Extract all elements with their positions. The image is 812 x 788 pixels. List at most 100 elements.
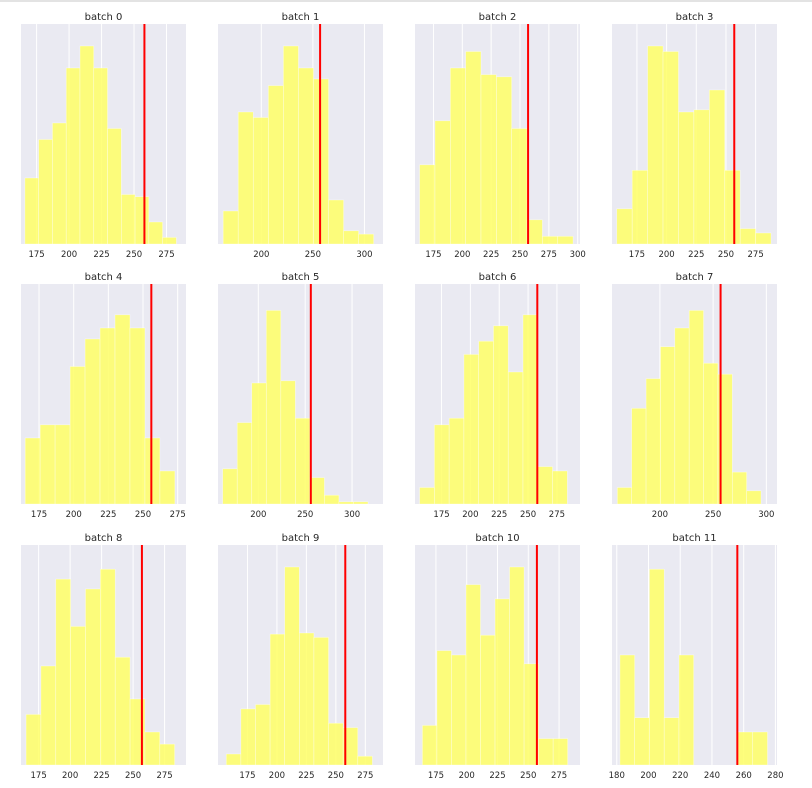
x-tick-label: 300 — [344, 510, 360, 520]
histogram-bar — [523, 663, 539, 766]
histogram-bar — [552, 738, 568, 766]
histogram-bar — [731, 471, 747, 505]
histogram-bar — [478, 340, 494, 505]
histogram-panel: batch 7 200 250 300 — [612, 272, 777, 520]
histogram-bar — [465, 51, 482, 245]
histogram-bar — [538, 738, 554, 766]
histogram-bar — [100, 568, 116, 766]
histogram-bar — [93, 67, 108, 245]
x-tick-label: 275 — [357, 771, 373, 781]
histogram-bar — [357, 755, 373, 766]
histogram-panel: batch 2 175 200 225 250 275 300 — [415, 12, 586, 260]
panel-title: batch 1 — [282, 12, 320, 23]
histogram-bar — [436, 650, 452, 766]
histogram-bar — [507, 371, 524, 505]
x-tick-label: 275 — [551, 771, 567, 781]
histogram-bar — [225, 753, 242, 766]
panel-title: batch 5 — [282, 272, 320, 283]
histogram-bar — [85, 588, 101, 766]
histogram-bar — [755, 232, 772, 245]
histogram-bar — [419, 164, 436, 245]
histogram-bar — [159, 470, 176, 505]
x-tick-label: 180 — [609, 771, 625, 781]
histogram-bar — [647, 45, 664, 245]
histogram-bar — [144, 437, 161, 505]
histogram-bar — [84, 338, 101, 505]
histogram-bar — [268, 85, 284, 245]
x-tick-label: 175 — [629, 250, 645, 260]
histogram-bar — [134, 196, 150, 245]
x-tick-label: 200 — [462, 510, 478, 520]
histogram-panel: batch 0 175 200 225 250 275 — [21, 12, 186, 260]
x-tick-label: 200 — [66, 510, 82, 520]
histogram-bar — [463, 354, 479, 505]
histogram-bar — [709, 89, 726, 245]
panel-title: batch 8 — [85, 533, 123, 544]
histogram-bar — [298, 67, 314, 245]
histogram-bar — [634, 717, 650, 766]
histogram-bar — [328, 199, 344, 245]
histogram-bar — [159, 743, 175, 766]
x-tick-label: 225 — [93, 771, 109, 781]
histogram-bar — [660, 346, 676, 505]
panel-title: batch 3 — [676, 12, 714, 23]
x-tick-label: 275 — [158, 250, 174, 260]
x-tick-label: 200 — [250, 510, 266, 520]
histogram-bar — [542, 236, 559, 245]
histogram-panel: batch 10 175 200 225 250 275 — [415, 533, 580, 781]
histogram-bar — [537, 466, 553, 505]
histogram-bar — [739, 228, 756, 245]
histogram-bar — [55, 578, 71, 766]
histogram-bar — [450, 67, 466, 245]
histogram-bar — [114, 314, 131, 505]
x-tick-label: 250 — [135, 510, 151, 520]
histogram-bar — [107, 128, 122, 245]
panel-title: batch 4 — [85, 272, 123, 283]
histogram-bar — [674, 327, 690, 505]
x-tick-label: 200 — [454, 250, 470, 260]
histogram-bar — [480, 634, 496, 766]
x-tick-label: 280 — [767, 771, 783, 781]
histogram-bar — [144, 731, 161, 766]
histogram-bar — [496, 76, 512, 245]
histogram-bar — [236, 422, 253, 505]
x-tick-label: 300 — [758, 510, 774, 520]
x-tick-label: 225 — [688, 250, 704, 260]
histogram-bar — [70, 626, 86, 766]
histogram-bar — [434, 120, 451, 245]
histogram-bar — [752, 731, 768, 766]
histogram-bar — [358, 233, 375, 245]
x-tick-label: 250 — [126, 250, 142, 260]
x-tick-label: 300 — [356, 250, 372, 260]
histogram-bar — [451, 654, 467, 766]
histogram-panel: batch 1 200 250 300 — [218, 12, 383, 260]
x-tick-label: 225 — [491, 510, 507, 520]
histogram-bar — [693, 109, 710, 245]
histogram-bar — [313, 637, 329, 766]
histogram-bar — [422, 725, 438, 766]
histogram-bar — [265, 310, 282, 505]
x-tick-label: 200 — [459, 771, 475, 781]
x-tick-label: 250 — [328, 771, 344, 781]
histogram-bar — [526, 219, 543, 245]
panel-title: batch 6 — [479, 272, 517, 283]
histogram-bar — [25, 714, 42, 766]
histogram-bar — [24, 177, 39, 245]
histogram-bar — [724, 170, 741, 245]
histogram-bar — [328, 722, 344, 766]
histogram-bar — [251, 382, 267, 505]
histogram-bar — [342, 727, 359, 766]
histogram-bar — [309, 477, 325, 505]
histogram-panel: batch 11 180 200 220 240 260 280 — [609, 533, 784, 781]
histogram-bar — [522, 314, 539, 505]
histogram-bar — [24, 437, 41, 505]
panel-title: batch 10 — [475, 533, 519, 544]
panel-title: batch 0 — [85, 12, 123, 23]
histogram-bar — [703, 362, 719, 505]
top-border-line — [0, 0, 812, 2]
x-tick-label: 300 — [570, 250, 586, 260]
x-tick-label: 175 — [31, 771, 47, 781]
histogram-bar — [678, 654, 695, 766]
histogram-bar — [663, 717, 680, 766]
histogram-bar — [631, 170, 648, 245]
